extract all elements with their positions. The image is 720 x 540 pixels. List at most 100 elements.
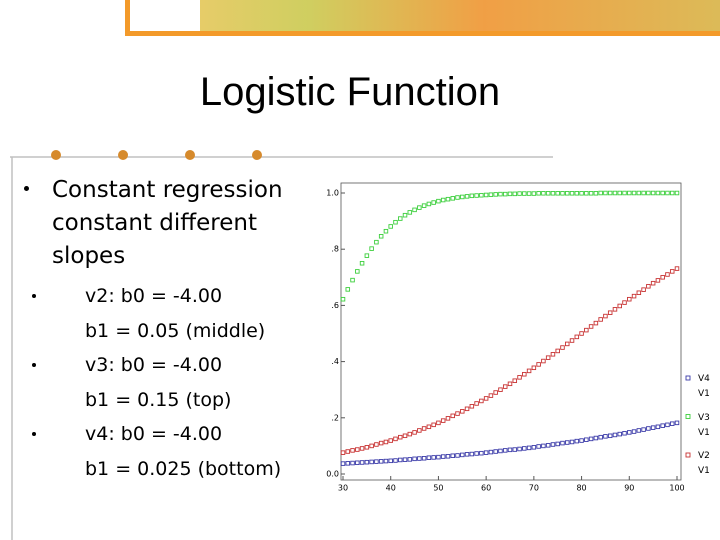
point — [345, 449, 351, 454]
point — [622, 190, 627, 196]
point — [488, 393, 494, 398]
point — [398, 216, 403, 221]
x-tick-label: 90 — [624, 484, 634, 493]
point — [545, 443, 551, 448]
bullet-dot — [24, 186, 29, 191]
point — [498, 387, 503, 392]
point — [378, 459, 384, 464]
point — [650, 425, 656, 430]
point — [464, 406, 470, 412]
point — [479, 398, 484, 404]
point — [560, 191, 565, 196]
point — [402, 433, 408, 439]
x-tick-label: 50 — [433, 484, 443, 493]
point — [631, 293, 637, 299]
point — [646, 426, 651, 431]
point — [603, 434, 608, 439]
point — [612, 190, 618, 196]
point — [469, 451, 475, 457]
point — [350, 277, 355, 283]
point — [369, 459, 374, 465]
point — [522, 446, 527, 451]
x-tick-label: 70 — [529, 484, 539, 493]
point — [636, 190, 642, 196]
point — [584, 191, 589, 196]
point — [507, 381, 513, 387]
point — [541, 358, 546, 364]
x-tick-label: 60 — [481, 484, 491, 493]
point — [665, 272, 670, 277]
y-tick-label: .6 — [331, 301, 339, 310]
point — [646, 284, 651, 289]
point — [536, 191, 541, 196]
point — [565, 341, 570, 347]
point — [584, 327, 589, 333]
point — [607, 433, 613, 439]
point — [383, 458, 389, 464]
point — [660, 423, 665, 428]
point — [417, 428, 422, 433]
point — [479, 192, 484, 198]
point — [388, 458, 393, 464]
point — [398, 457, 403, 463]
point — [359, 261, 365, 266]
point — [588, 324, 594, 329]
point — [483, 450, 489, 455]
point — [588, 436, 594, 442]
point — [574, 438, 580, 444]
point — [674, 266, 680, 271]
point — [355, 447, 360, 452]
ornament — [51, 150, 262, 160]
point — [517, 446, 522, 452]
legend-marker — [685, 414, 691, 419]
point — [364, 445, 370, 450]
sub-bullet: v4: b0 = -4.00 b1 = 0.025 (bottom) — [32, 417, 325, 486]
point — [641, 427, 646, 432]
point — [436, 198, 441, 204]
point — [555, 348, 560, 354]
bullet-dot — [32, 432, 36, 436]
point — [584, 437, 589, 442]
point — [440, 454, 446, 459]
point — [631, 429, 637, 434]
x-tick-label: 40 — [386, 484, 396, 493]
point — [550, 352, 556, 357]
bullet-line: b1 = 0.025 (bottom) — [85, 457, 282, 480]
point — [369, 246, 374, 251]
point — [460, 452, 465, 458]
point — [498, 191, 503, 197]
y-tick-label: 1.0 — [326, 189, 339, 198]
bullet-line: v2: b0 = -4.00 — [85, 285, 223, 307]
point — [407, 431, 413, 437]
point — [650, 280, 656, 286]
point — [593, 320, 599, 326]
point — [445, 454, 451, 459]
point — [502, 384, 508, 389]
point — [450, 196, 455, 201]
legend-label: V4 V1 — [698, 374, 710, 399]
point — [450, 413, 455, 419]
point — [555, 441, 560, 447]
point — [660, 275, 665, 280]
point — [464, 452, 470, 457]
point — [522, 191, 527, 196]
point — [588, 191, 594, 196]
point — [560, 440, 565, 446]
point — [502, 448, 508, 453]
point — [359, 446, 365, 451]
point — [412, 207, 417, 213]
point — [426, 455, 432, 460]
point — [522, 371, 527, 377]
point — [393, 219, 398, 225]
bullet-line: v3: b0 = -4.00 — [85, 354, 223, 376]
point — [369, 443, 374, 449]
point — [426, 424, 432, 430]
point — [569, 191, 575, 196]
point — [393, 436, 398, 442]
point — [474, 193, 479, 198]
point — [565, 440, 570, 445]
point — [364, 253, 370, 258]
point — [636, 428, 642, 433]
point — [421, 456, 427, 461]
plot-frame — [340, 182, 682, 481]
